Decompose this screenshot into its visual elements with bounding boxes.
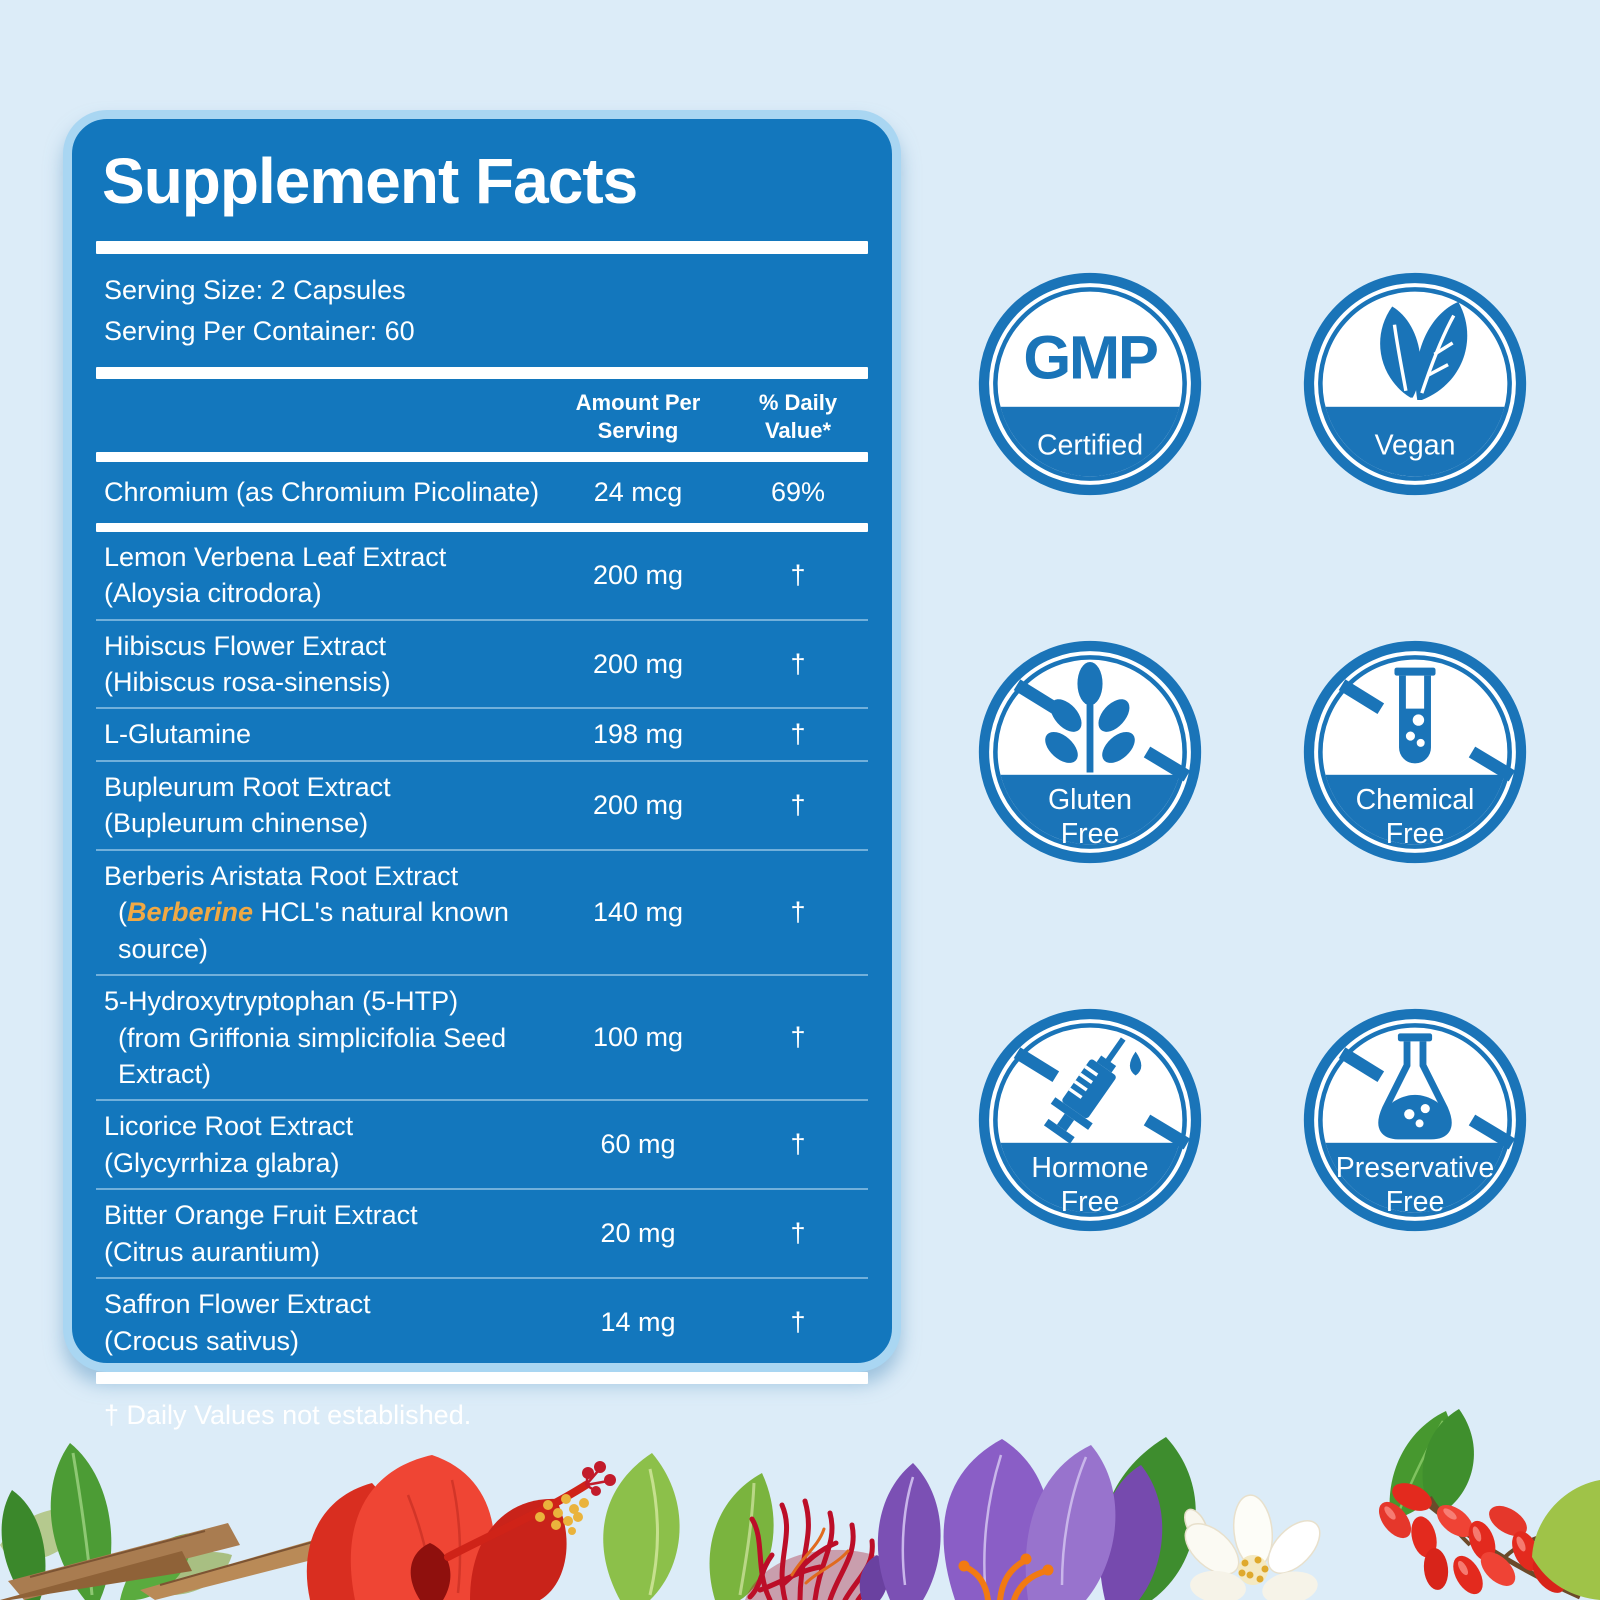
ingredient-row: Bitter Orange Fruit Extract (Citrus auran… [96,1188,868,1277]
panel-title: Supplement Facts [102,145,638,217]
badge-chemical-free: Chemical Free [1301,638,1529,866]
ingredient-name: 5-Hydroxytryptophan (5-HTP) (from Griffon… [104,986,507,1089]
table-column-headers: Amount Per Serving % Daily Value* [96,389,868,444]
ingredient-name: Bupleurum Root Extract (Bupleurum chinens… [104,771,391,839]
ingredient-row-chromium: Chromium (as Chromium Picolinate) 24 mcg 6… [96,462,868,522]
badge-label: Free [1061,818,1120,850]
hibiscus-flower-icon [306,1455,616,1600]
ingredient-name: Lemon Verbena Leaf Extract (Aloysia citro… [104,541,447,609]
ingredient-daily-value: † [790,1022,806,1053]
divider-bar [96,1372,868,1385]
ingredient-row: Licorice Root Extract (Glycyrrhiza glabra… [96,1099,868,1188]
no-slash-icon [1338,679,1516,782]
wheat-icon [1045,661,1135,773]
badge-gmp-certified: GMP Certified [976,270,1204,498]
ingredient-row: L-Glutamine 198 mg † [96,707,868,759]
ingredient-name: Bitter Orange Fruit Extract (Citrus auran… [104,1200,418,1267]
badge-label: Chemical [1356,784,1475,816]
ingredient-row: 5-Hydroxytryptophan (5-HTP) (from Griffon… [96,974,868,1099]
no-slash-icon [1013,1047,1191,1150]
ingredient-daily-value: † [790,789,806,820]
ingredient-row: Lemon Verbena Leaf Extract (Aloysia citro… [96,532,868,619]
badge-hormone-free: Hormone Free [976,1006,1204,1234]
flask-icon [1378,1033,1452,1140]
syringe-icon [1043,1037,1142,1144]
footnote: † Daily Values not established. [104,1400,472,1431]
serving-size: Serving Size: 2 Capsules [104,274,406,305]
ingredient-daily-value: † [790,1218,806,1249]
ingredient-daily-value: † [790,648,806,679]
ingredient-amount: 198 mg [592,719,684,750]
ingredient-name: L-Glutamine [104,719,252,750]
badge-label: Preservative [1336,1152,1494,1184]
ingredient-daily-value: † [790,559,806,590]
ingredient-row: Hibiscus Flower Extract (Hibiscus rosa-si… [96,618,868,708]
licorice-roots-icon [0,1523,347,1600]
ingredient-amount: 200 mg [592,648,684,679]
ingredient-daily-value: † [790,1129,806,1160]
certification-badges: GMP Certified Vegan [976,270,1529,1234]
ingredient-row: Berberis Aristata Root Extract (Berberine… [96,848,868,974]
ingredient-row: Bupleurum Root Extract (Bupleurum chinens… [96,759,868,849]
ingredient-name: Berberis Aristata Root Extract (Berberine… [104,860,509,964]
ingredient-amount: 14 mg [600,1307,676,1338]
ingredient-name: Hibiscus Flower Extract (Hibiscus rosa-si… [104,630,391,698]
badge-preservative-free: Preservative Free [1301,1006,1529,1234]
orange-blossom-icon [1183,1494,1321,1600]
ingredient-daily-value: † [790,719,806,750]
crocus-flower-icon [859,1439,1163,1600]
no-slash-icon [1013,679,1191,782]
column-amount-header: Amount Per Serving [575,390,701,443]
berberine-highlight: Berberine [127,897,254,928]
ingredient-amount: 24 mcg [593,477,683,507]
ingredient-rows: Lemon Verbena Leaf Extract (Aloysia citro… [96,532,868,1366]
leaf-icon [1532,1480,1600,1600]
badge-label: Gluten [1048,784,1132,816]
badge-label: Free [1061,1186,1120,1218]
badge-label: Hormone [1031,1152,1148,1184]
ingredient-amount: 200 mg [592,559,684,590]
divider-bar [96,452,868,463]
no-slash-icon [1338,1047,1516,1150]
verbena-leaves-icon [0,1443,232,1600]
badge-gluten-free: Gluten Free [976,638,1204,866]
ingredient-amount: 100 mg [592,1022,684,1053]
divider-bar [96,522,868,532]
badge-label: Certified [1037,430,1143,462]
ingredient-amount: 200 mg [592,789,684,820]
ingredient-row: Saffron Flower Extract (Crocus sativus) 14… [96,1277,868,1366]
botanical-strip [0,1409,1600,1600]
ingredient-amount: 20 mg [600,1218,676,1249]
badge-label: Free [1386,1186,1445,1218]
divider-bar [96,367,868,380]
ingredient-name: Saffron Flower Extract (Crocus sativus) [104,1289,371,1356]
ingredient-daily-value: † [790,896,806,927]
ingredient-name: Licorice Root Extract (Glycyrrhiza glabra… [104,1111,354,1178]
badge-vegan: Vegan [1301,270,1529,498]
ingredient-daily-value: 69% [770,477,826,507]
vegan-leaf-icon [1380,301,1468,400]
ingredient-daily-value: † [790,1307,806,1338]
servings-per-container: Serving Per Container: 60 [104,316,415,347]
column-daily-value-header: % Daily Value* [758,390,838,443]
ingredient-row: Chromium (as Chromium Picolinate) 24 mcg 6… [96,462,868,522]
ingredient-name: Chromium (as Chromium Picolinate) [104,477,540,508]
lime-leaves-icon [603,1453,774,1600]
ingredient-amount: 140 mg [592,896,684,927]
serving-info: Serving Size: 2 Capsules Serving Per Con… [104,270,868,354]
badge-label: Vegan [1375,430,1456,462]
divider-bar [96,240,868,254]
ingredient-amount: 60 mg [600,1129,676,1160]
supplement-facts-panel: Supplement Facts Serving Size: 2 Capsule… [63,110,901,1430]
badge-label: Free [1386,818,1445,850]
test-tube-icon [1394,667,1436,764]
gmp-seal-icon: GMP [1023,323,1157,392]
